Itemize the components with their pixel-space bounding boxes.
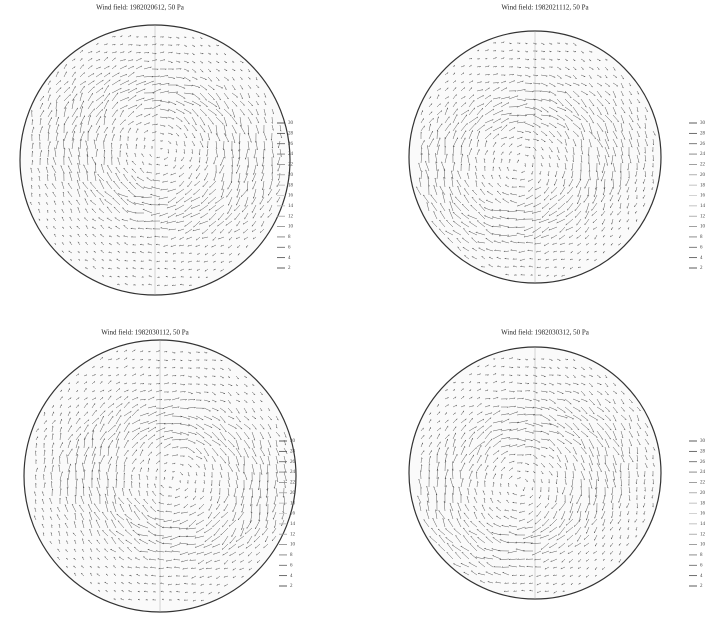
legend-label: 4 bbox=[288, 256, 291, 261]
legend-label: 6 bbox=[700, 563, 703, 568]
legend-label: 30 bbox=[700, 121, 706, 126]
legend-label: 18 bbox=[288, 183, 294, 188]
legend-label: 22 bbox=[288, 163, 294, 168]
legend-label: 14 bbox=[700, 204, 706, 209]
legend-label: 22 bbox=[290, 481, 296, 486]
legend-label: 20 bbox=[290, 491, 296, 496]
legend-label: 22 bbox=[700, 163, 706, 168]
legend-label: 18 bbox=[700, 183, 706, 188]
legend-label: 14 bbox=[290, 522, 296, 527]
legend-label: 2 bbox=[700, 584, 703, 589]
legend-label: 6 bbox=[700, 245, 703, 250]
legend-label: 14 bbox=[700, 522, 706, 527]
legend-label: 30 bbox=[290, 439, 296, 444]
legend-label: 8 bbox=[700, 235, 703, 240]
map-panel: Wind field: 1982030112, 50 Pa30282624222… bbox=[24, 329, 296, 612]
legend-label: 16 bbox=[288, 194, 294, 199]
legend-label: 28 bbox=[700, 449, 706, 454]
panel-title: Wind field: 1982030312, 50 Pa bbox=[501, 329, 590, 337]
legend-label: 2 bbox=[700, 266, 703, 271]
legend-label: 8 bbox=[290, 553, 293, 558]
legend-label: 10 bbox=[288, 225, 294, 230]
legend-label: 30 bbox=[700, 439, 706, 444]
legend-label: 4 bbox=[700, 256, 703, 261]
legend-label: 24 bbox=[288, 152, 294, 157]
legend-label: 26 bbox=[288, 142, 294, 147]
panel-title: Wind field: 1982021112, 50 Pa bbox=[501, 4, 589, 12]
legend-label: 12 bbox=[700, 532, 706, 537]
legend-label: 28 bbox=[700, 131, 706, 136]
legend-label: 10 bbox=[290, 543, 296, 548]
legend-label: 16 bbox=[700, 512, 706, 517]
legend-label: 8 bbox=[288, 235, 291, 240]
legend-label: 14 bbox=[288, 204, 294, 209]
legend-label: 20 bbox=[288, 173, 294, 178]
legend-label: 28 bbox=[288, 131, 294, 136]
legend-label: 24 bbox=[700, 152, 706, 157]
legend-label: 6 bbox=[288, 245, 291, 250]
panel-title: Wind field: 1982020612, 50 Pa bbox=[96, 4, 185, 12]
figure: Wind field: 1982020612, 50 Pa30282624222… bbox=[0, 0, 720, 618]
legend-label: 26 bbox=[700, 460, 706, 465]
legend-label: 12 bbox=[290, 532, 296, 537]
legend-label: 8 bbox=[700, 553, 703, 558]
legend-label: 22 bbox=[700, 481, 706, 486]
legend-label: 10 bbox=[700, 543, 706, 548]
legend-label: 28 bbox=[290, 449, 296, 454]
legend-label: 6 bbox=[290, 563, 293, 568]
legend-label: 16 bbox=[700, 194, 706, 199]
map-panel: Wind field: 1982030312, 50 Pa30282624222… bbox=[409, 329, 706, 599]
legend-label: 10 bbox=[700, 225, 706, 230]
legend-label: 2 bbox=[288, 266, 291, 271]
legend-label: 16 bbox=[290, 512, 296, 517]
panel-title: Wind field: 1982030112, 50 Pa bbox=[101, 329, 189, 337]
legend-label: 20 bbox=[700, 173, 706, 178]
legend-label: 24 bbox=[290, 470, 296, 475]
legend-label: 26 bbox=[290, 460, 296, 465]
legend-label: 12 bbox=[700, 214, 706, 219]
legend-label: 12 bbox=[288, 214, 294, 219]
map-panel: Wind field: 1982021112, 50 Pa30282624222… bbox=[409, 4, 706, 283]
legend-label: 24 bbox=[700, 470, 706, 475]
map-panel: Wind field: 1982020612, 50 Pa30282624222… bbox=[20, 4, 294, 295]
legend-label: 30 bbox=[288, 121, 294, 126]
legend-label: 26 bbox=[700, 142, 706, 147]
legend-label: 4 bbox=[700, 574, 703, 579]
legend-label: 4 bbox=[290, 574, 293, 579]
legend-label: 18 bbox=[700, 501, 706, 506]
legend-label: 18 bbox=[290, 501, 296, 506]
legend-label: 20 bbox=[700, 491, 706, 496]
legend-label: 2 bbox=[290, 584, 293, 589]
